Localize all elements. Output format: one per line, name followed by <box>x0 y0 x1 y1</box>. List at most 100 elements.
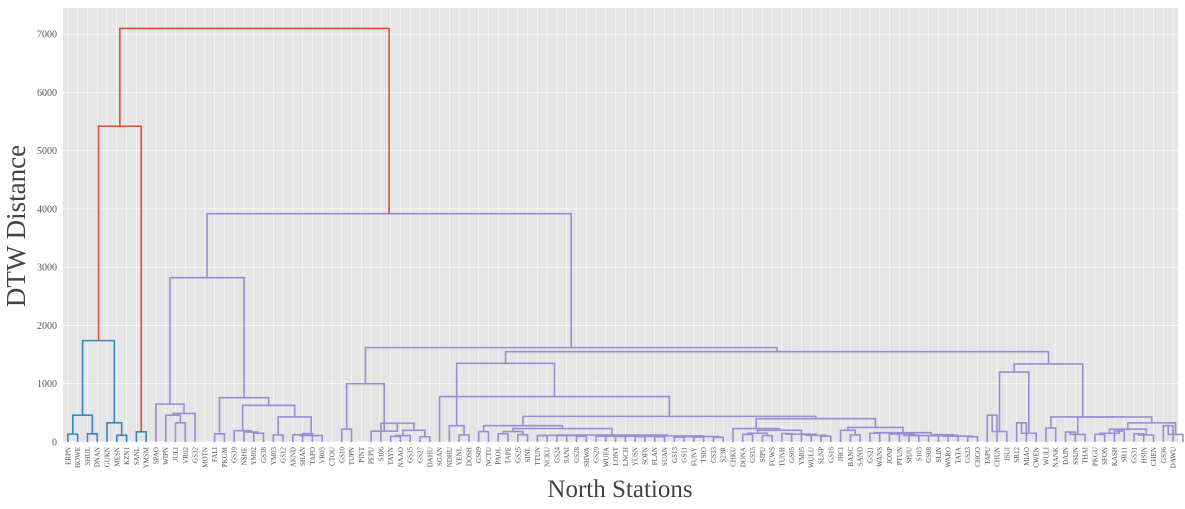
x-tick-label: S106 <box>377 447 385 462</box>
x-tick-label: WUFA <box>602 447 610 467</box>
dendrogram-link <box>71 414 94 435</box>
x-tick-label: YM03 <box>270 447 278 466</box>
x-tick-label: CHUN <box>994 447 1002 467</box>
x-tick-label: SGAN <box>436 447 444 466</box>
x-tick-label: SOFN <box>641 447 649 465</box>
x-tick-label: SHAN <box>299 447 307 466</box>
x-tick-label: SLIN <box>935 447 943 463</box>
x-tick-label: GS29 <box>593 447 601 463</box>
x-tick-label: HOWE <box>74 447 82 468</box>
dendrogram-link <box>893 433 915 436</box>
x-tick-label: SAND <box>857 447 865 466</box>
dendrogram-link <box>504 350 1050 364</box>
x-tick-label: GS08 <box>925 447 933 463</box>
y-tick-label: 0 <box>52 438 57 449</box>
x-tick-label: SHJU <box>906 447 914 464</box>
x-tick-label: SSUN <box>1072 447 1080 465</box>
x-tick-label: GS10 <box>338 447 346 463</box>
dendrogram-link <box>115 434 128 442</box>
x-tick-label: GS32 <box>192 447 200 463</box>
dendrogram-link <box>761 434 773 442</box>
x-tick-label: LONT <box>612 446 620 465</box>
y-tick-label: 3000 <box>37 263 57 274</box>
x-tick-label: CHEN <box>1150 447 1158 466</box>
x-tick-label: WARO <box>945 447 953 468</box>
x-tick-label: VR03 <box>319 447 327 464</box>
x-tick-label: GS05 <box>788 447 796 463</box>
dendrogram-link <box>370 423 399 442</box>
dendrogram-link <box>174 421 187 442</box>
x-tick-label: FLAN <box>651 447 659 465</box>
x-tick-label: NCTU <box>485 447 493 466</box>
x-tick-label: S23R <box>720 447 728 463</box>
x-tick-label: GS33 <box>710 447 718 463</box>
x-tick-label: TSIO <box>700 447 708 463</box>
dendrogram-link <box>1127 421 1177 435</box>
x-tick-label: TUPN <box>348 447 356 465</box>
x-tick-label: GS24 <box>553 447 561 463</box>
x-tick-label: NCKU <box>544 447 552 467</box>
y-tick-label: 7000 <box>37 30 57 41</box>
dendrogram-link <box>340 428 353 442</box>
x-tick-label: FCWS <box>769 447 777 466</box>
x-tick-label: JSUI <box>1003 446 1011 461</box>
x-tick-label: SANI <box>563 446 571 463</box>
x-tick-label: KZN1 <box>123 447 131 465</box>
x-tick-label: LNCH <box>622 447 630 466</box>
x-tick-label: GS11 <box>681 447 689 463</box>
x-tick-label: YENL <box>456 447 464 466</box>
x-tick-label: SINL <box>524 447 532 463</box>
dendrogram-link <box>243 431 260 442</box>
x-tick-label: SLNP <box>818 447 826 464</box>
x-tick-label: FUNY <box>690 447 698 466</box>
x-tick-label: TUNH <box>778 447 786 466</box>
x-tick-label: PTUN <box>896 447 904 465</box>
x-tick-label: GS09 <box>475 447 483 463</box>
dendrogram-link <box>169 276 245 405</box>
x-tick-label: VR02 <box>182 447 190 464</box>
dendrogram-link <box>292 433 309 442</box>
x-tick-label: DAJN <box>1062 447 1070 465</box>
dendrogram-link <box>741 433 754 442</box>
x-tick-label: GS35 <box>407 447 415 463</box>
dendrogram-link <box>1108 428 1148 436</box>
x-tick-label: SR12 <box>1013 447 1021 463</box>
dendrogram-link <box>119 27 390 214</box>
x-tick-label: WULI <box>1042 446 1050 465</box>
x-tick-label: TTUN <box>534 447 542 466</box>
dendrogram-link <box>1167 425 1184 442</box>
y-tick-label: 4000 <box>37 204 57 215</box>
y-tick-label: 6000 <box>37 88 57 99</box>
x-tick-label: GS16 <box>827 447 835 463</box>
x-tick-label: GS36 <box>1160 447 1168 463</box>
x-tick-label: GS27 <box>416 447 424 463</box>
x-tick-label: NANK <box>1052 447 1060 467</box>
x-tick-label: WULU <box>808 447 816 468</box>
x-tick-label: YM05 <box>798 447 806 466</box>
x-tick-label: MESN <box>113 447 121 466</box>
x-tick-label: PKGU <box>1091 447 1099 466</box>
dendrogram-link <box>448 424 465 442</box>
dendrogram-link <box>1020 422 1037 442</box>
x-tick-label: NAAO <box>397 447 405 467</box>
dendrogram-link <box>364 346 778 384</box>
dendrogram-link <box>1045 427 1057 442</box>
x-tick-label: SIPU <box>759 447 767 462</box>
dendrogram-link <box>712 436 724 442</box>
x-tick-label: ERPN <box>64 447 72 465</box>
x-tick-label: AKND <box>289 447 297 467</box>
dendrogram-link <box>1098 430 1121 435</box>
x-tick-label: WIPN <box>162 447 170 465</box>
dendrogram-link <box>595 435 607 442</box>
dendrogram-link <box>345 382 386 432</box>
x-tick-label: JONP <box>886 447 894 464</box>
x-tick-label: JHCI <box>837 446 845 461</box>
x-tick-label: WANS <box>876 447 884 467</box>
x-tick-label: GS13 <box>671 447 679 463</box>
x-tick-label: THAI <box>1082 446 1090 463</box>
dendrogram-link <box>482 424 564 432</box>
x-tick-label: GS21 <box>866 447 874 463</box>
x-tick-label: DAWU <box>1170 447 1178 468</box>
x-tick-label: SR11 <box>1121 447 1129 463</box>
